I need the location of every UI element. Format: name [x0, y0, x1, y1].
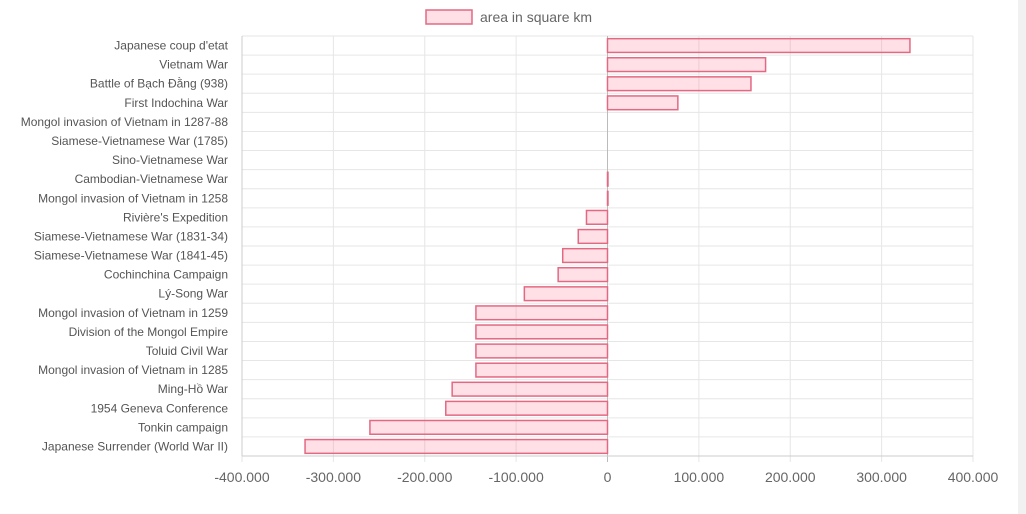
category-label: Sino-Vietnamese War [112, 153, 228, 167]
bar[interactable] [561, 247, 609, 264]
category-label: Lý-Song War [158, 287, 228, 301]
bar[interactable] [475, 305, 609, 321]
category-label: Siamese-Vietnamese War (1785) [51, 134, 228, 148]
category-label: Rivière's Expedition [123, 210, 228, 224]
category-label: Battle of Bạch Đằng (938) [90, 76, 228, 91]
category-label: Japanese coup d'etat [114, 39, 228, 53]
x-tick-label: -100.000 [488, 469, 543, 485]
category-label: Vietnam War [159, 58, 228, 72]
category-label: Mongol invasion of Vietnam in 1259 [38, 306, 228, 320]
x-tick-label: 0 [604, 469, 612, 485]
x-tick-labels: -400.000 -300.000 -200.000 -100.000 0 100.000… [214, 469, 998, 485]
x-tick-label: 400.000 [948, 469, 999, 485]
bar[interactable] [557, 267, 609, 283]
legend-swatch [425, 9, 473, 25]
scrollbar[interactable] [1018, 0, 1026, 514]
category-label: Tonkin campaign [138, 420, 228, 434]
bar[interactable] [606, 57, 767, 73]
legend[interactable]: area in square km [425, 9, 592, 25]
category-label: Ming-Hồ War [158, 382, 228, 396]
bar[interactable] [369, 419, 609, 435]
category-labels: Japanese coup d'etat Vietnam War Battle of… [21, 39, 229, 454]
legend-label: area in square km [480, 9, 592, 25]
category-label: Siamese-Vietnamese War (1831-34) [34, 229, 228, 243]
category-label: Siamese-Vietnamese War (1841-45) [34, 249, 228, 263]
category-label: Division of the Mongol Empire [69, 325, 229, 339]
bar[interactable] [475, 362, 609, 378]
bar[interactable] [585, 209, 609, 225]
bar[interactable] [606, 37, 911, 54]
category-label: Mongol invasion of Vietnam in 1258 [38, 191, 228, 205]
bar[interactable] [606, 95, 679, 111]
x-tick-label: -200.000 [397, 469, 452, 485]
category-label: Cochinchina Campaign [104, 268, 228, 282]
bar[interactable] [304, 438, 609, 455]
bar[interactable] [523, 286, 609, 302]
bar[interactable] [451, 381, 609, 397]
bar[interactable] [577, 228, 609, 245]
bar[interactable] [475, 343, 609, 359]
bar[interactable] [606, 76, 752, 92]
x-tick-label: -400.000 [214, 469, 269, 485]
bars [304, 37, 911, 455]
category-label: 1954 Geneva Conference [91, 401, 229, 415]
bar[interactable] [445, 400, 609, 416]
grid [241, 35, 974, 462]
category-label: Toluid Civil War [146, 344, 228, 358]
category-label: Mongol invasion of Vietnam in 1285 [38, 363, 228, 377]
category-label: Mongol invasion of Vietnam in 1287-88 [21, 115, 229, 129]
x-tick-label: 100.000 [674, 469, 725, 485]
x-tick-label: 200.000 [765, 469, 816, 485]
x-tick-label: -300.000 [306, 469, 361, 485]
category-label: First Indochina War [124, 96, 228, 110]
category-label: Cambodian-Vietnamese War [75, 172, 228, 186]
category-label: Japanese Surrender (World War II) [42, 439, 228, 453]
bar[interactable] [475, 324, 609, 340]
x-tick-label: 300.000 [856, 469, 907, 485]
